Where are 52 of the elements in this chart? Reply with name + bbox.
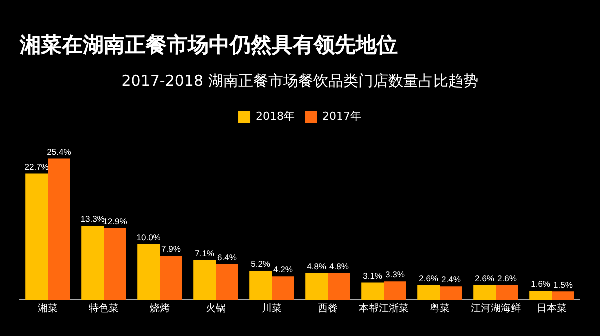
data-label: 5.2% xyxy=(251,259,271,270)
chart-title: 湘菜在湖南正餐市场中仍然具有领先地位 xyxy=(19,33,398,58)
x-tick-label: 本帮江浙菜 xyxy=(359,302,409,315)
bar xyxy=(552,292,574,300)
x-tick-label: 日本菜 xyxy=(537,302,567,315)
x-tick-label: 川菜 xyxy=(262,302,282,315)
data-label: 2.6% xyxy=(498,274,518,284)
bar xyxy=(250,271,272,300)
data-label: 7.9% xyxy=(162,244,182,254)
data-label: 4.2% xyxy=(274,264,294,275)
bar xyxy=(328,273,350,300)
data-label: 2.6% xyxy=(475,274,495,284)
bar xyxy=(194,260,216,300)
data-label: 2.4% xyxy=(442,274,462,285)
data-label: 3.3% xyxy=(386,270,406,280)
legend-label: 2018年 xyxy=(256,110,296,124)
bar xyxy=(530,291,552,300)
data-label: 10.0% xyxy=(136,232,162,242)
bar xyxy=(496,286,518,300)
x-tick-label: 湘菜 xyxy=(38,302,58,315)
bar xyxy=(26,174,48,300)
data-label: 7.1% xyxy=(195,248,215,259)
bar xyxy=(48,158,70,300)
bar xyxy=(138,244,160,300)
bar xyxy=(384,282,406,300)
bar xyxy=(418,286,440,300)
data-label: 1.5% xyxy=(554,280,574,290)
bar xyxy=(362,282,384,300)
data-label: 2.6% xyxy=(419,274,439,284)
bar xyxy=(216,264,238,300)
x-tick-label: 烧烤 xyxy=(150,302,170,315)
bar xyxy=(82,226,104,300)
bar xyxy=(272,276,294,300)
chart-subtitle: 2017-2018 湖南正餐市场餐饮品类门店数量占比趋势 xyxy=(122,72,478,90)
data-label: 1.6% xyxy=(531,279,551,290)
x-tick-label: 火锅 xyxy=(206,302,226,315)
bar xyxy=(104,228,126,300)
legend-label: 2017年 xyxy=(322,110,362,124)
data-label: 4.8% xyxy=(307,261,327,272)
data-label: 6.4% xyxy=(218,252,238,263)
data-label: 4.8% xyxy=(330,261,350,272)
bar xyxy=(306,273,328,300)
data-label: 12.9% xyxy=(103,216,128,226)
data-label: 25.4% xyxy=(47,146,72,157)
data-label: 3.1% xyxy=(363,270,383,281)
x-tick-label: 西餐 xyxy=(318,302,338,315)
bar xyxy=(440,286,462,300)
bar xyxy=(160,256,182,300)
bar xyxy=(474,286,496,300)
x-tick-label: 粤菜 xyxy=(430,302,450,315)
x-tick-label: 江河湖海鲜 xyxy=(471,302,521,315)
x-tick-label: 特色菜 xyxy=(89,302,119,315)
